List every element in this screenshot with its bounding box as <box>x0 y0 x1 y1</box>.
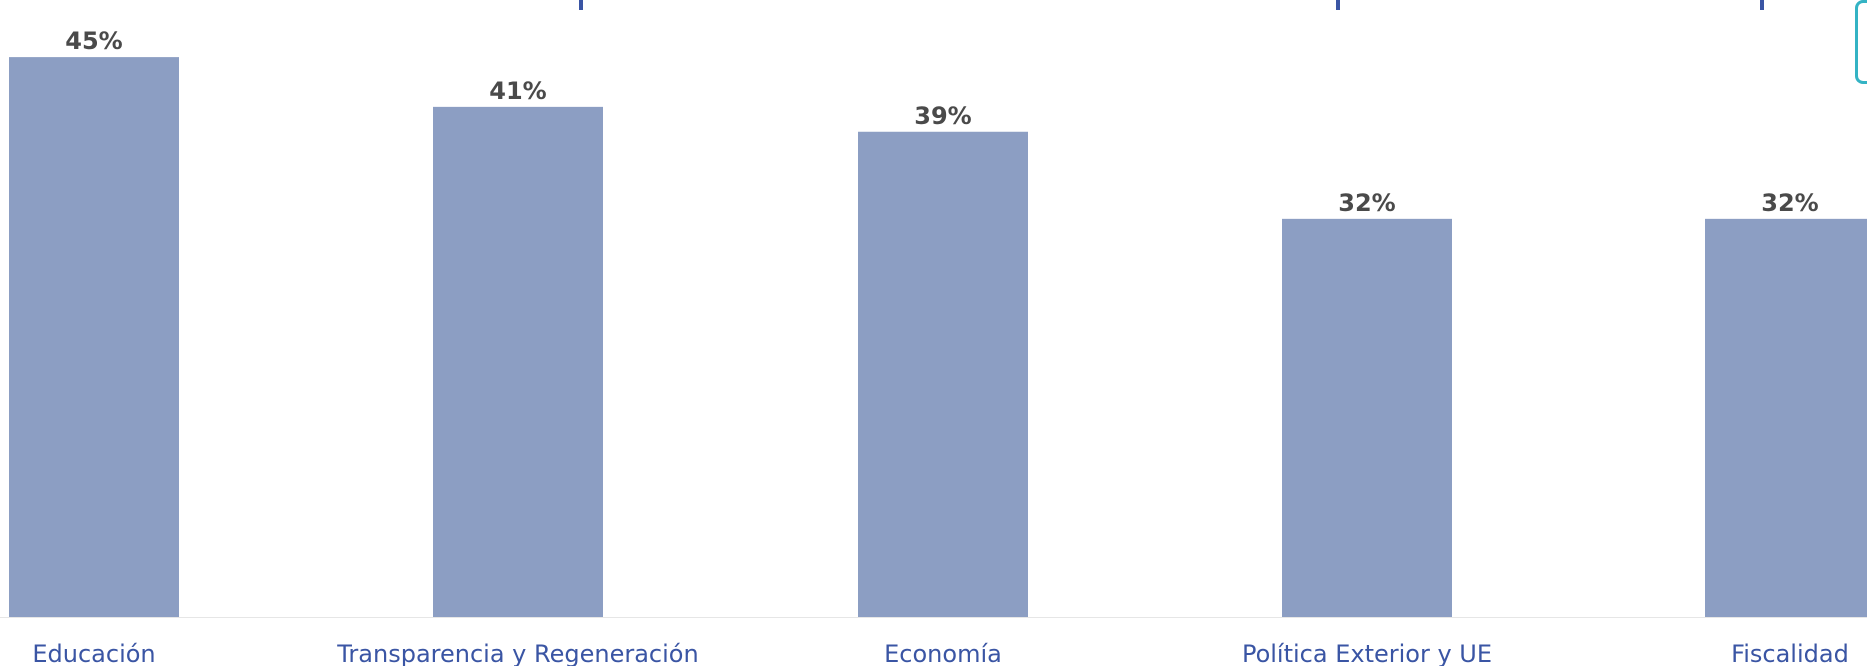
title-fragment-mark <box>579 0 583 10</box>
bar-2 <box>433 106 603 617</box>
category-tick-label: Educación <box>32 640 155 666</box>
data-label: 32% <box>1338 189 1395 217</box>
title-fragment-mark <box>1760 0 1764 10</box>
bar-3 <box>858 131 1028 618</box>
category-tick-label: Política Exterior y UE <box>1242 640 1492 666</box>
title-fragment-mark <box>1336 0 1340 10</box>
data-label: 32% <box>1761 189 1818 217</box>
category-tick-label: Economía <box>884 640 1002 666</box>
category-tick-label: Transparencia y Regeneración <box>336 640 698 666</box>
bar-5 <box>1705 218 1867 617</box>
bar-1 <box>9 57 179 617</box>
legend-box <box>1855 0 1867 84</box>
category-tick-label: Fiscalidad <box>1731 640 1849 666</box>
bar-4 <box>1282 218 1452 617</box>
data-label: 39% <box>914 102 971 130</box>
data-label: 41% <box>489 77 546 105</box>
data-label: 45% <box>65 27 122 55</box>
